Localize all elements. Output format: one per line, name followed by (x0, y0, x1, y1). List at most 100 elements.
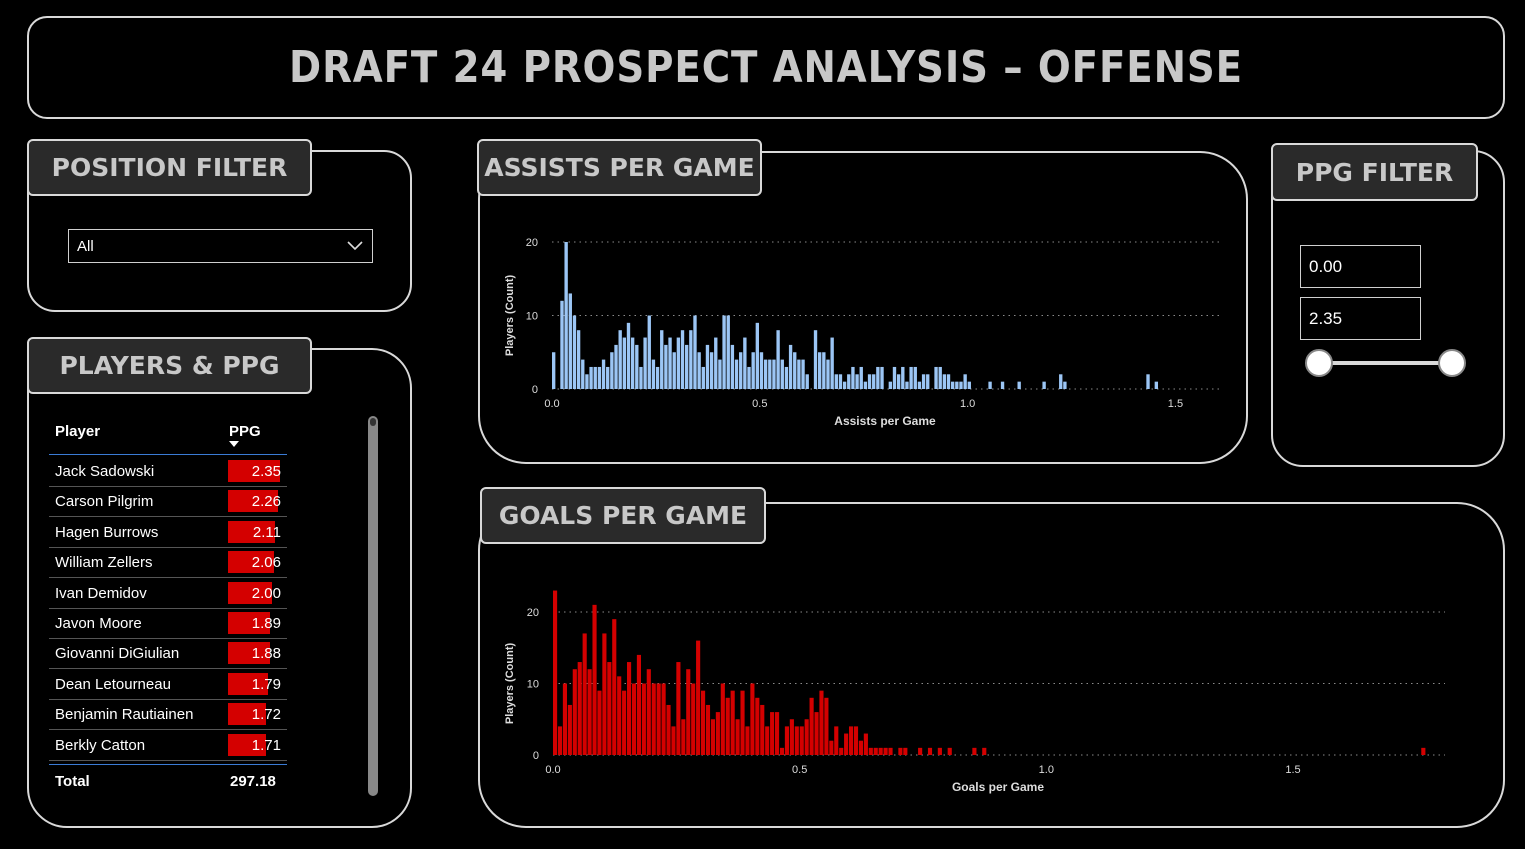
assists-bar[interactable] (859, 366, 863, 389)
assists-bar[interactable] (813, 330, 818, 389)
assists-bar[interactable] (1017, 381, 1021, 389)
goals-bar[interactable] (750, 683, 755, 756)
goals-bar[interactable] (868, 747, 873, 755)
assists-bar[interactable] (564, 242, 568, 389)
assists-bar[interactable] (921, 374, 926, 389)
table-scrollbar[interactable] (368, 416, 378, 796)
goals-bar[interactable] (898, 747, 903, 755)
assists-bar[interactable] (805, 374, 809, 389)
goals-bar[interactable] (715, 712, 720, 755)
assists-bar[interactable] (680, 330, 685, 389)
goals-bar[interactable] (567, 704, 572, 755)
goals-bar[interactable] (612, 619, 617, 755)
assists-bar[interactable] (676, 337, 681, 389)
assists-bar[interactable] (755, 322, 760, 389)
assists-bar[interactable] (838, 374, 843, 389)
assists-bar[interactable] (780, 359, 784, 389)
assists-bar[interactable] (597, 366, 602, 389)
goals-bar[interactable] (701, 690, 706, 755)
ppg-max-input[interactable]: 2.35 (1300, 297, 1421, 340)
assists-bar[interactable] (718, 359, 722, 389)
assists-bar[interactable] (776, 330, 780, 389)
table-row[interactable]: Hagen Burrows 2.11 (49, 517, 287, 548)
assists-bar[interactable] (664, 344, 668, 389)
assists-bar[interactable] (630, 337, 635, 389)
assists-bar[interactable] (905, 381, 909, 389)
assists-bar[interactable] (988, 381, 992, 389)
goals-bar[interactable] (819, 690, 824, 755)
assists-bar[interactable] (772, 359, 776, 389)
goals-bar[interactable] (937, 747, 942, 755)
assists-bar[interactable] (818, 352, 822, 389)
assists-bar[interactable] (722, 315, 726, 390)
assists-bar[interactable] (747, 366, 751, 389)
assists-bar[interactable] (585, 374, 589, 389)
assists-bar[interactable] (955, 381, 959, 389)
assists-bar[interactable] (967, 381, 971, 389)
assists-bar[interactable] (892, 366, 897, 389)
goals-bar[interactable] (804, 719, 809, 755)
assists-bar[interactable] (689, 330, 693, 389)
goals-bar[interactable] (760, 704, 765, 755)
assists-bar[interactable] (601, 359, 606, 389)
table-row[interactable]: Benjamin Rautiainen 1.72 (49, 699, 287, 731)
assists-bar[interactable] (901, 366, 905, 389)
assists-bar[interactable] (896, 374, 901, 389)
assists-bar[interactable] (951, 381, 955, 389)
goals-bar[interactable] (878, 747, 883, 755)
table-row[interactable]: Dean Letourneau 1.79 (49, 669, 287, 700)
assists-bar[interactable] (685, 344, 689, 389)
table-row[interactable]: William Zellers 2.06 (49, 547, 287, 579)
ppg-slider-track[interactable] (1320, 361, 1453, 365)
assists-bar[interactable] (938, 366, 942, 389)
assists-bar[interactable] (913, 366, 917, 389)
assists-bar[interactable] (826, 359, 830, 389)
assists-bar[interactable] (635, 344, 639, 389)
goals-bar[interactable] (834, 726, 839, 755)
goals-bar[interactable] (622, 690, 627, 755)
goals-bar[interactable] (839, 747, 844, 755)
goals-bar[interactable] (755, 697, 760, 755)
goals-bar[interactable] (982, 747, 987, 755)
goals-bar[interactable] (972, 747, 977, 755)
goals-bar[interactable] (814, 712, 819, 755)
assists-bar[interactable] (693, 315, 697, 390)
column-header-player[interactable]: Player (55, 423, 101, 440)
assists-bar[interactable] (1059, 374, 1063, 389)
table-row[interactable]: Berkly Catton 1.71 (49, 730, 287, 761)
assists-bar[interactable] (751, 352, 755, 389)
assists-bar[interactable] (622, 337, 627, 389)
assists-bar[interactable] (959, 381, 963, 389)
column-header-ppg[interactable]: PPG (229, 423, 261, 440)
goals-bar[interactable] (789, 719, 794, 755)
goals-bar[interactable] (641, 683, 646, 756)
goals-bar[interactable] (853, 726, 859, 755)
assists-bar[interactable] (851, 366, 855, 389)
goals-bar[interactable] (784, 726, 789, 755)
assists-bar[interactable] (801, 359, 805, 389)
goals-bar[interactable] (666, 704, 671, 755)
assists-bar[interactable] (643, 337, 647, 389)
assists-bar[interactable] (560, 300, 564, 389)
assists-bar[interactable] (867, 374, 872, 389)
assists-bar[interactable] (660, 330, 664, 389)
assists-bar[interactable] (606, 366, 610, 389)
assists-bar[interactable] (647, 315, 651, 390)
goals-bar[interactable] (883, 747, 888, 755)
assists-bar[interactable] (655, 366, 660, 389)
assists-bar[interactable] (572, 315, 577, 390)
table-row[interactable]: Giovanni DiGiulian 1.88 (49, 638, 287, 670)
assists-bar[interactable] (701, 366, 705, 389)
goals-bar[interactable] (597, 690, 602, 755)
assists-bar[interactable] (714, 337, 718, 389)
assists-bar[interactable] (668, 337, 672, 389)
assists-bar[interactable] (834, 374, 838, 389)
assists-bar[interactable] (1154, 381, 1159, 389)
goals-bar[interactable] (809, 697, 814, 755)
assists-bar[interactable] (946, 374, 951, 389)
assists-bar[interactable] (888, 381, 893, 389)
goals-bar[interactable] (735, 719, 740, 755)
goals-bar[interactable] (824, 697, 829, 755)
goals-bar[interactable] (745, 726, 750, 755)
assists-bar[interactable] (759, 352, 764, 389)
